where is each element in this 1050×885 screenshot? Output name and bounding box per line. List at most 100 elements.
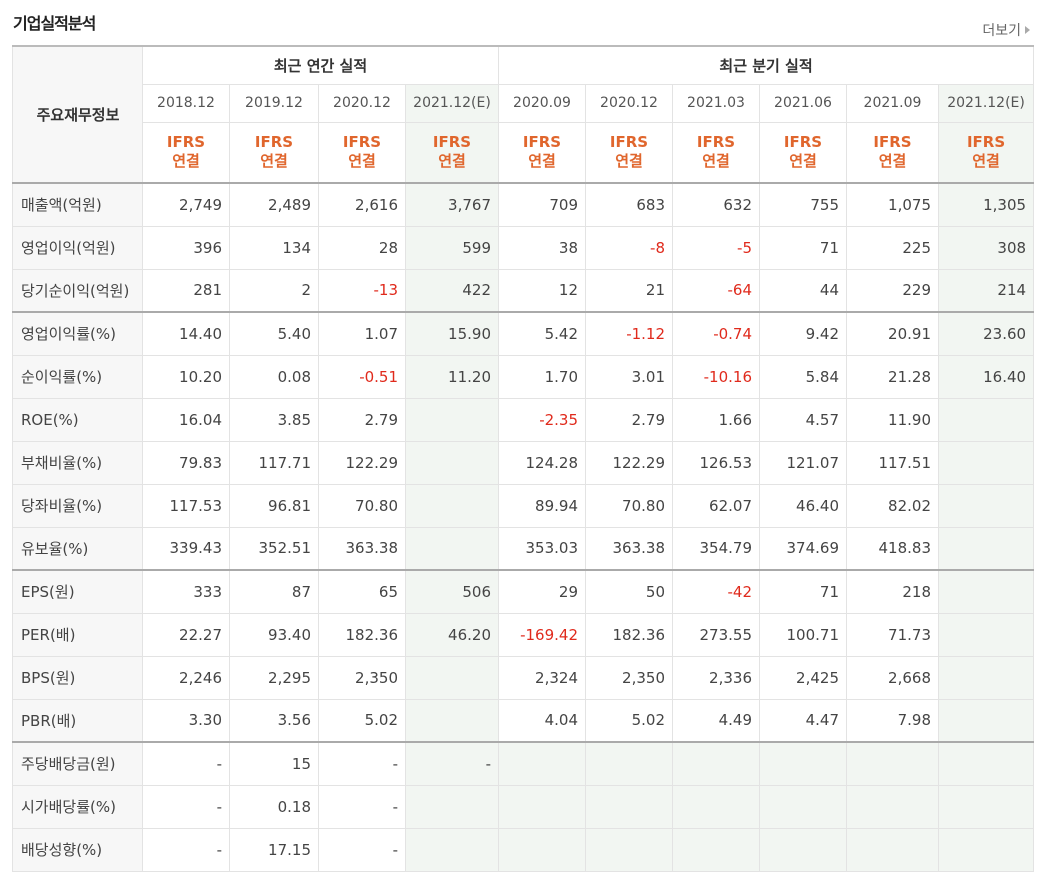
period-header-row: 2018.12 2019.12 2020.12 2021.12(E) 2020.09 20… (13, 83, 1035, 123)
table-cell: 225 (846, 225, 939, 270)
table-cell: 15 (229, 741, 319, 786)
quarter-group-header: 최근 분기 실적 (497, 45, 1035, 85)
row-label: PER(배) (12, 612, 143, 657)
table-cell: 3.30 (142, 698, 230, 743)
table-cell: 9.42 (759, 311, 847, 356)
table-cell: - (142, 741, 230, 786)
table-cell: 12 (498, 268, 586, 313)
table-cell: -1.12 (585, 311, 673, 356)
table-cell (937, 483, 1035, 528)
table-cell: 4.47 (759, 698, 847, 743)
period-header: 2020.12 (585, 83, 673, 123)
table-cell: 21.28 (846, 354, 939, 399)
table-cell (498, 827, 586, 872)
ifrs-standard: IFRS (783, 133, 823, 152)
table-cell: 353.03 (498, 526, 586, 571)
table-cell (405, 655, 499, 700)
table-cell (759, 741, 847, 786)
table-cell: -0.74 (672, 311, 760, 356)
table-cell: 3,767 (405, 182, 499, 227)
table-cell (405, 483, 499, 528)
table-cell: -169.42 (498, 612, 586, 657)
row-label: BPS(원) (12, 655, 143, 700)
table-body: 매출액(억원) 2,749 2,489 2,616 3,767 709 683 632 755 1… (12, 182, 1035, 872)
table-cell (672, 784, 760, 829)
table-cell: 82.02 (846, 483, 939, 528)
table-cell: 16.04 (142, 397, 230, 442)
table-cell: 352.51 (229, 526, 319, 571)
table-row: 부채비율(%) 79.83 117.71 122.29 124.28 122.29 126.… (12, 440, 1035, 485)
table-cell: 14.40 (142, 311, 230, 356)
table-cell: 11.90 (846, 397, 939, 442)
row-label: 당좌비율(%) (12, 483, 143, 528)
table-cell: 50 (585, 569, 673, 614)
table-cell: 363.38 (318, 526, 406, 571)
table-cell: 23.60 (937, 311, 1035, 356)
table-cell: 632 (672, 182, 760, 227)
table-cell: 5.02 (585, 698, 673, 743)
corner-label: 주요재무정보 (12, 45, 143, 184)
more-link[interactable]: 더보기 (982, 20, 1030, 40)
table-row: 영업이익률(%) 14.40 5.40 1.07 15.90 5.42 -1.12 -0.74… (12, 311, 1035, 356)
table-row: PBR(배) 3.30 3.56 5.02 4.04 5.02 4.49 4.47 7.98 (12, 698, 1035, 743)
table-cell (498, 784, 586, 829)
table-cell (405, 526, 499, 571)
ifrs-header-row: IFRS 연결 IFRS 연결 IFRS 연결 IFRS 연결 IFRS 연결 IFRS 연결 IFRS… (13, 121, 1035, 184)
table-row: 주당배당금(원) -15- - (12, 741, 1035, 786)
period-header: 2021.06 (759, 83, 847, 123)
table-cell: 117.53 (142, 483, 230, 528)
ifrs-label: IFRS 연결 (937, 121, 1035, 184)
table-cell (937, 569, 1035, 614)
table-cell: 396 (142, 225, 230, 270)
table-cell: 3.56 (229, 698, 319, 743)
table-cell: 1,075 (846, 182, 939, 227)
table-cell: 20.91 (846, 311, 939, 356)
table-cell (846, 827, 939, 872)
ifrs-standard: IFRS (609, 133, 649, 152)
table-cell: 44 (759, 268, 847, 313)
table-cell (405, 440, 499, 485)
table-cell: -0.51 (318, 354, 406, 399)
table-cell: 506 (405, 569, 499, 614)
table-cell: 22.27 (142, 612, 230, 657)
table-cell: -42 (672, 569, 760, 614)
table-cell: 87 (229, 569, 319, 614)
ifrs-consolidated: 연결 (172, 152, 200, 171)
table-row: ROE(%) 16.04 3.85 2.79 -2.35 2.79 1.66 4.57 11.9… (12, 397, 1035, 442)
ifrs-label: IFRS 연결 (405, 121, 499, 184)
table-cell: 5.40 (229, 311, 319, 356)
table-cell: -10.16 (672, 354, 760, 399)
table-cell (498, 741, 586, 786)
table-cell: 2,246 (142, 655, 230, 700)
ifrs-consolidated: 연결 (260, 152, 288, 171)
table-cell: 308 (937, 225, 1035, 270)
table-cell: 2,749 (142, 182, 230, 227)
table-cell: 2,350 (585, 655, 673, 700)
ifrs-consolidated: 연결 (348, 152, 376, 171)
table-cell (937, 698, 1035, 743)
ifrs-consolidated: 연결 (878, 152, 907, 171)
table-cell: 422 (405, 268, 499, 313)
table-cell: 755 (759, 182, 847, 227)
row-label: 배당성향(%) (12, 827, 143, 872)
table-cell: -64 (672, 268, 760, 313)
table-cell: 28 (318, 225, 406, 270)
ifrs-label: IFRS 연결 (672, 121, 760, 184)
table-cell: 96.81 (229, 483, 319, 528)
table-cell: 4.04 (498, 698, 586, 743)
table-cell: 5.84 (759, 354, 847, 399)
table-cell (585, 741, 673, 786)
table-cell (585, 784, 673, 829)
ifrs-consolidated: 연결 (615, 152, 643, 171)
table-cell: 71 (759, 225, 847, 270)
table-cell: 10.20 (142, 354, 230, 399)
table-cell: 117.71 (229, 440, 319, 485)
table-cell: 70.80 (318, 483, 406, 528)
table-cell (672, 827, 760, 872)
table-cell: 683 (585, 182, 673, 227)
table-cell: 126.53 (672, 440, 760, 485)
table-cell: 3.01 (585, 354, 673, 399)
table-cell: 4.49 (672, 698, 760, 743)
table-cell: 29 (498, 569, 586, 614)
table-cell: 2,324 (498, 655, 586, 700)
